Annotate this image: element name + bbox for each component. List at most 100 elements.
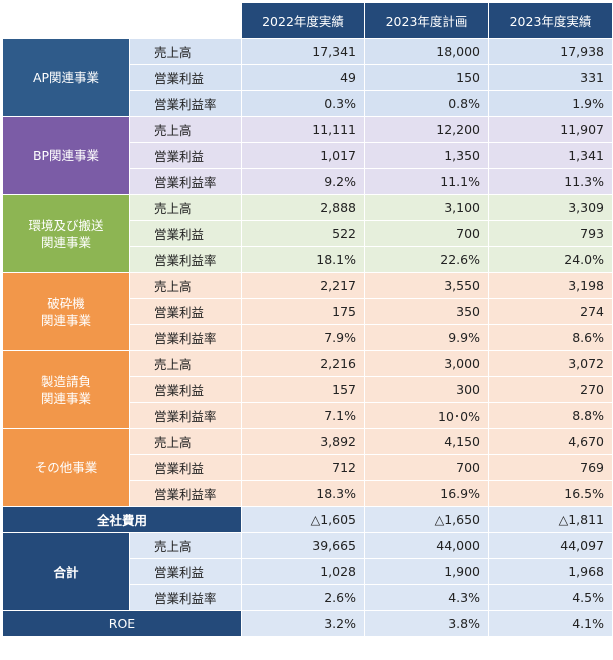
table-row: 営業利益率 18.1% 22.6% 24.0% bbox=[3, 246, 613, 273]
value-cell: 44,000 bbox=[364, 532, 489, 559]
value-cell: 1,017 bbox=[241, 142, 365, 169]
value-cell: 522 bbox=[241, 220, 365, 247]
value-cell: 4,670 bbox=[488, 428, 613, 455]
value-cell: 350 bbox=[364, 298, 489, 325]
value-cell: 44,097 bbox=[488, 532, 613, 559]
value-cell: 3,198 bbox=[488, 272, 613, 299]
value-cell: 18,000 bbox=[364, 38, 489, 65]
value-cell: 3,892 bbox=[241, 428, 365, 455]
table-row: 営業利益率 7.1% 10･0% 8.8% bbox=[3, 402, 613, 429]
table-row: BP関連事業 売上高 11,111 12,200 11,907 bbox=[2, 116, 613, 195]
value-cell: 3.2% bbox=[241, 610, 365, 637]
segment-label: BP関連事業 bbox=[2, 116, 130, 195]
value-cell: 10･0% bbox=[364, 402, 489, 429]
table-row: 営業利益 157 300 270 bbox=[3, 376, 613, 403]
value-cell: 2.6% bbox=[241, 584, 365, 611]
segment-label-line: その他事業 bbox=[34, 460, 98, 475]
value-cell: 3,000 bbox=[364, 350, 489, 377]
value-cell: 1,968 bbox=[488, 558, 613, 585]
value-cell: 11.3% bbox=[488, 168, 613, 195]
header-blank-cell bbox=[2, 2, 242, 39]
table-row: 営業利益率 0.3% 0.8% 1.9% bbox=[3, 90, 613, 117]
column-header: 2023年度実績 bbox=[488, 2, 613, 39]
corporate-expenses-row: 全社費用 △1,605 △1,650 △1,811 bbox=[2, 506, 613, 533]
segment-label-line: 関連事業 bbox=[40, 234, 91, 250]
metric-label: 営業利益 bbox=[129, 454, 242, 481]
value-cell: 3,100 bbox=[364, 194, 489, 221]
value-cell: 12,200 bbox=[364, 116, 489, 143]
segment-label-line: 環境及び搬送 bbox=[28, 217, 104, 233]
value-cell: 2,888 bbox=[241, 194, 365, 221]
total-row: 営業利益率 2.6% 4.3% 4.5% bbox=[3, 584, 613, 611]
table-row: 営業利益 49 150 331 bbox=[3, 64, 613, 91]
value-cell: 270 bbox=[488, 376, 613, 403]
value-cell: 769 bbox=[488, 454, 613, 481]
value-cell: 11,907 bbox=[488, 116, 613, 143]
value-cell: 7.9% bbox=[241, 324, 365, 351]
value-cell: 39,665 bbox=[241, 532, 365, 559]
value-cell: 331 bbox=[488, 64, 613, 91]
value-cell: 157 bbox=[241, 376, 365, 403]
value-cell: 11.1% bbox=[364, 168, 489, 195]
value-cell: 0.8% bbox=[364, 90, 489, 117]
value-cell: 712 bbox=[241, 454, 365, 481]
metric-label: 営業利益 bbox=[129, 220, 242, 247]
value-cell: 9.9% bbox=[364, 324, 489, 351]
value-cell: 1,028 bbox=[241, 558, 365, 585]
segment-label-line: 製造請負 bbox=[40, 373, 91, 389]
metric-label: 営業利益 bbox=[129, 376, 242, 403]
value-cell: 1.9% bbox=[488, 90, 613, 117]
table-row: 営業利益 175 350 274 bbox=[3, 298, 613, 325]
metric-label: 営業利益率 bbox=[129, 324, 242, 351]
value-cell: 300 bbox=[364, 376, 489, 403]
value-cell: 150 bbox=[364, 64, 489, 91]
metric-label: 売上高 bbox=[129, 38, 242, 65]
segment-label-line: BP関連事業 bbox=[32, 148, 100, 163]
table-row: 営業利益 1,017 1,350 1,341 bbox=[3, 142, 613, 169]
column-header: 2022年度実績 bbox=[241, 2, 365, 39]
metric-label: 売上高 bbox=[129, 116, 242, 143]
metric-label: 売上高 bbox=[129, 428, 242, 455]
value-cell: 3.8% bbox=[364, 610, 489, 637]
value-cell: 1,341 bbox=[488, 142, 613, 169]
value-cell: 1,350 bbox=[364, 142, 489, 169]
value-cell: 4,150 bbox=[364, 428, 489, 455]
value-cell: 793 bbox=[488, 220, 613, 247]
segment-label: 製造請負 関連事業 bbox=[2, 350, 130, 429]
value-cell: 700 bbox=[364, 220, 489, 247]
value-cell: 700 bbox=[364, 454, 489, 481]
segment-label-line: AP関連事業 bbox=[32, 70, 100, 85]
header-row: 2022年度実績 2023年度計画 2023年度実績 bbox=[2, 2, 613, 39]
value-cell: 8.6% bbox=[488, 324, 613, 351]
segment-label: 破砕機 関連事業 bbox=[2, 272, 130, 351]
value-cell: 3,550 bbox=[364, 272, 489, 299]
table-row: 営業利益率 7.9% 9.9% 8.6% bbox=[3, 324, 613, 351]
value-cell: 22.6% bbox=[364, 246, 489, 273]
metric-label: 売上高 bbox=[129, 532, 242, 559]
value-cell: △1,650 bbox=[364, 506, 489, 533]
table-row: 製造請負 関連事業 売上高 2,216 3,000 3,072 bbox=[2, 350, 613, 429]
metric-label: 営業利益 bbox=[129, 298, 242, 325]
value-cell: 16.5% bbox=[488, 480, 613, 507]
table-row: AP関連事業 売上高 17,341 18,000 17,938 bbox=[2, 38, 613, 117]
value-cell: 1,900 bbox=[364, 558, 489, 585]
value-cell: 7.1% bbox=[241, 402, 365, 429]
value-cell: 0.3% bbox=[241, 90, 365, 117]
metric-label: 売上高 bbox=[129, 350, 242, 377]
metric-label: 営業利益 bbox=[129, 64, 242, 91]
value-cell: △1,605 bbox=[241, 506, 365, 533]
value-cell: 4.3% bbox=[364, 584, 489, 611]
roe-label: ROE bbox=[2, 610, 242, 637]
table-row: 環境及び搬送 関連事業 売上高 2,888 3,100 3,309 bbox=[2, 194, 613, 273]
metric-label: 営業利益率 bbox=[129, 402, 242, 429]
value-cell: 9.2% bbox=[241, 168, 365, 195]
segment-label-line: 関連事業 bbox=[40, 390, 91, 406]
table-row: 営業利益率 9.2% 11.1% 11.3% bbox=[3, 168, 613, 195]
table-row: その他事業 売上高 3,892 4,150 4,670 bbox=[2, 428, 613, 507]
total-label: 合計 bbox=[2, 532, 130, 611]
metric-label: 営業利益 bbox=[129, 558, 242, 585]
metric-label: 売上高 bbox=[129, 272, 242, 299]
metric-label: 営業利益率 bbox=[129, 480, 242, 507]
segment-label-line: 破砕機 bbox=[47, 295, 85, 311]
